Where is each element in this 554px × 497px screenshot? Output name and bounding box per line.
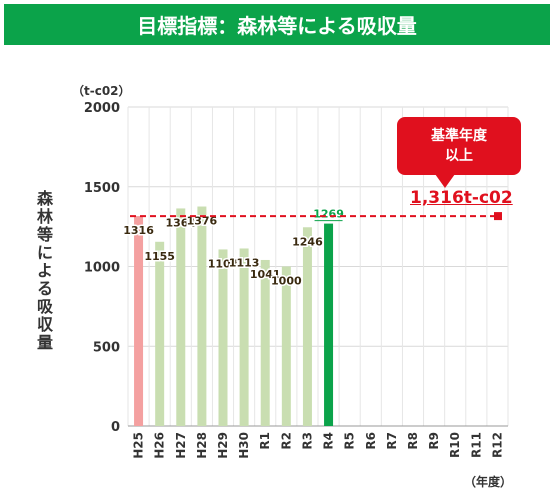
x-tick-label: H27 bbox=[174, 432, 188, 459]
value-label: 1364 bbox=[165, 216, 196, 229]
x-tick-label: H28 bbox=[195, 432, 209, 459]
y-tick-label: 1500 bbox=[84, 181, 120, 196]
value-label: 1316 bbox=[123, 224, 154, 237]
value-label: 1113 bbox=[229, 256, 260, 269]
bar bbox=[176, 208, 186, 426]
x-tick-label: R3 bbox=[300, 432, 314, 450]
x-tick-label: R9 bbox=[427, 432, 441, 450]
baseline-value: 1,316t-c02 bbox=[410, 188, 513, 208]
value-label: 1246 bbox=[292, 235, 323, 248]
y-axis-unit: （t-c02） bbox=[72, 84, 131, 98]
bar bbox=[260, 259, 270, 426]
x-tick-label: R2 bbox=[279, 432, 293, 450]
y-tick-label: 0 bbox=[111, 420, 120, 435]
bar bbox=[218, 249, 228, 426]
value-label: 1155 bbox=[144, 250, 175, 263]
target-callout: 基準年度 以上 bbox=[397, 117, 521, 175]
y-tick-label: 1000 bbox=[84, 261, 120, 276]
bar bbox=[302, 227, 312, 426]
x-tick-label: R1 bbox=[258, 432, 272, 450]
callout-line2: 以上 bbox=[445, 148, 473, 164]
x-tick-label: R5 bbox=[343, 432, 357, 450]
bar bbox=[197, 206, 207, 426]
x-tick-label: R8 bbox=[406, 432, 420, 450]
callout-tail bbox=[435, 174, 455, 188]
x-tick-label: H25 bbox=[132, 432, 146, 459]
x-tick-label: H29 bbox=[216, 432, 230, 459]
bar bbox=[134, 216, 144, 426]
value-label: 1269 bbox=[313, 208, 344, 221]
x-tick-label: R4 bbox=[322, 432, 336, 450]
bar bbox=[239, 248, 249, 426]
bar bbox=[324, 223, 334, 426]
x-tick-label: H26 bbox=[153, 432, 167, 459]
x-tick-label: R7 bbox=[385, 432, 399, 450]
value-label: 1000 bbox=[271, 275, 302, 288]
bar bbox=[281, 266, 291, 426]
x-tick-label: R12 bbox=[490, 432, 504, 458]
y-axis-label: 森林等による吸収量 bbox=[36, 189, 53, 352]
x-tick-label: H30 bbox=[237, 432, 251, 459]
callout-line1: 基準年度 bbox=[431, 128, 487, 144]
x-tick-label: R6 bbox=[364, 432, 378, 450]
target-line-end-marker bbox=[494, 212, 502, 221]
x-tick-label: R10 bbox=[448, 432, 462, 458]
y-tick-label: 2000 bbox=[84, 101, 120, 116]
x-axis-unit: （年度） bbox=[464, 475, 513, 489]
x-tick-label: R11 bbox=[469, 432, 483, 458]
page-title: 目標指標：森林等による吸収量 bbox=[4, 4, 550, 45]
value-label: 1041 bbox=[250, 268, 281, 281]
bar bbox=[155, 241, 165, 426]
value-label: 1107 bbox=[208, 257, 239, 270]
y-tick-label: 500 bbox=[93, 340, 120, 355]
